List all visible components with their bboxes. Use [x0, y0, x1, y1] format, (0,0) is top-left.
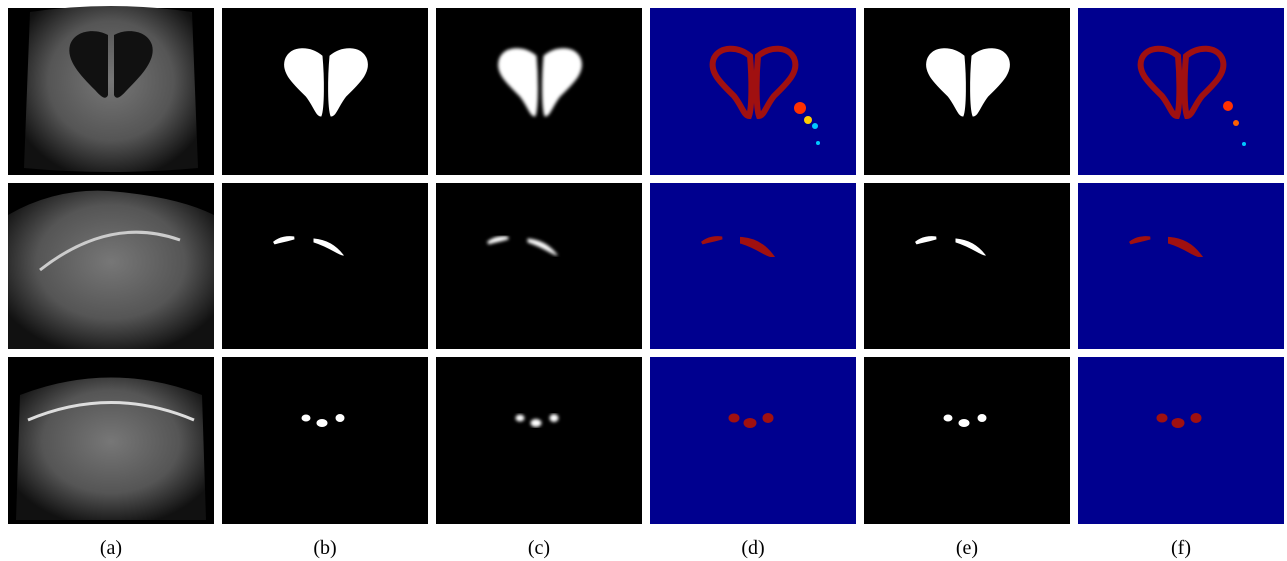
caption: (d): [741, 537, 764, 559]
prediction-images: [436, 8, 642, 524]
caption: (a): [100, 537, 122, 559]
caption: (c): [528, 537, 550, 559]
figure: (a) (b) (c) (d) (e) (f): [0, 0, 1287, 561]
caption: (f): [1171, 537, 1191, 559]
ultrasound-images: [8, 6, 214, 524]
mask-images: [222, 8, 1070, 524]
caption: (b): [313, 537, 336, 559]
caption: (e): [956, 537, 978, 559]
